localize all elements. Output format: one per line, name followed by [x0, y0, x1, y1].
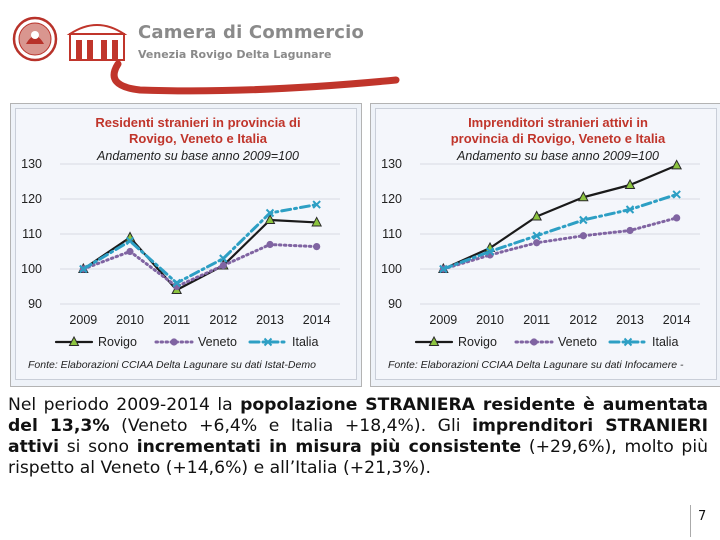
x-tick-label: 2011 [523, 313, 550, 327]
data-point-x-marker [312, 200, 321, 209]
brand-subtitle: Venezia Rovigo Delta Lagunare [138, 48, 332, 61]
series-line-italia [81, 203, 319, 285]
y-tick-label: 130 [381, 157, 402, 171]
data-point-triangle-marker [68, 335, 80, 346]
data-point-circle-marker [266, 240, 274, 249]
data-point-x-marker [79, 264, 88, 274]
data-point-circle-marker [313, 243, 321, 251]
chart-source-note: Fonte: Elaborazioni CCIAA Delta Lagunare… [28, 359, 316, 371]
data-point-circle-marker [126, 247, 134, 256]
chart-subtitle: Andamento su base anno 2009=100 [96, 149, 299, 163]
series-line-rovigo [442, 164, 678, 271]
y-tick-label: 110 [382, 227, 402, 241]
page-number: 7 [698, 509, 707, 524]
line-chart-residenti: Residenti stranieri in provincia diRovig… [21, 115, 340, 371]
x-tick-label: 2013 [256, 313, 284, 327]
legend-label: Rovigo [458, 335, 497, 349]
chart-panel-residenti: Residenti stranieri in provincia di Rovig… [10, 103, 362, 387]
data-point-circle-marker [530, 338, 538, 346]
y-tick-label: 110 [22, 227, 42, 241]
legend-label: Rovigo [98, 335, 137, 349]
x-tick-label: 2010 [116, 313, 144, 327]
series-line-veneto [441, 216, 679, 271]
data-point-triangle-marker [264, 213, 276, 224]
x-tick-label: 2013 [616, 313, 644, 327]
summary-text: (+29,6%), molto più rispetto al Veneto (… [8, 437, 709, 478]
x-tick-label: 2012 [569, 313, 597, 327]
summary-highlight: imprenditori STRANIERI attivi [8, 416, 708, 457]
data-point-circle-marker [219, 261, 227, 270]
page-number-divider [690, 505, 691, 537]
legend-label: Italia [652, 335, 678, 349]
chart-title: provincia di Rovigo, Veneto e Italia [451, 131, 666, 146]
data-point-x-marker [172, 278, 181, 288]
chart-source-note: Fonte: Elaborazioni CCIAA Delta Lagunare… [388, 359, 684, 371]
chart-area-residenti: Residenti stranieri in provincia di Rovig… [15, 108, 357, 380]
x-tick-label: 2012 [209, 313, 237, 327]
x-tick-label: 2009 [429, 313, 457, 327]
summary-highlight: incrementati in misura più consistente [136, 437, 522, 457]
legend-label: Italia [292, 335, 318, 349]
data-point-x-marker [439, 264, 448, 274]
data-point-circle-marker [579, 232, 587, 240]
legend-label: Veneto [558, 335, 597, 349]
data-point-x-marker [219, 254, 228, 263]
y-tick-label: 90 [388, 297, 402, 311]
chart-title: Imprenditori stranieri attivi in [468, 115, 648, 130]
summary-highlight: popolazione STRANIERA residente è aument… [8, 395, 708, 436]
data-point-circle-marker [626, 226, 634, 235]
data-point-triangle-marker [311, 216, 322, 227]
x-tick-label: 2014 [303, 313, 331, 327]
data-point-triangle-marker [428, 335, 440, 346]
data-point-x-marker [263, 337, 273, 347]
summary-text: (Veneto +6,4% e Italia +18,4%). Gli [109, 416, 473, 436]
chart-area-imprenditori: Imprenditori stranieri attivi in provinci… [375, 108, 717, 380]
seal-logo-icon [12, 16, 58, 62]
y-tick-label: 130 [21, 157, 42, 171]
x-tick-label: 2010 [476, 313, 504, 327]
header: Camera di Commercio Venezia Rovigo Delta… [0, 0, 720, 100]
y-tick-label: 120 [21, 192, 42, 206]
summary-paragraph: Nel periodo 2009-2014 la popolazione STR… [8, 395, 708, 479]
chart-panel-imprenditori: Imprenditori stranieri attivi in provinci… [370, 103, 720, 387]
legend-label: Veneto [198, 335, 237, 349]
chart-title: Residenti stranieri in provincia di [95, 115, 300, 130]
series-line-veneto [81, 243, 319, 288]
brand-swoosh-icon [110, 60, 400, 95]
y-tick-label: 90 [28, 297, 42, 311]
y-tick-label: 100 [21, 262, 42, 276]
data-point-x-marker [579, 215, 588, 225]
y-tick-label: 120 [381, 192, 402, 206]
chart-subtitle: Andamento su base anno 2009=100 [456, 149, 659, 163]
data-point-circle-marker [533, 239, 541, 247]
data-point-triangle-marker [578, 191, 589, 202]
brand-title: Camera di Commercio [138, 22, 365, 43]
data-point-circle-marker [673, 214, 681, 222]
summary-text: si sono [59, 437, 137, 457]
data-point-x-marker [623, 337, 633, 347]
data-point-x-marker [125, 236, 135, 246]
chart-title: Rovigo, Veneto e Italia [129, 131, 268, 146]
data-point-x-marker [485, 247, 495, 256]
data-point-triangle-marker [671, 159, 682, 170]
data-point-triangle-marker [624, 178, 636, 189]
summary-text: Nel periodo 2009-2014 la [8, 395, 241, 415]
data-point-x-marker [265, 208, 275, 218]
data-point-x-marker [625, 205, 635, 214]
series-line-rovigo [82, 218, 318, 292]
data-point-x-marker [672, 190, 681, 199]
building-logo-icon [66, 24, 128, 61]
y-tick-label: 100 [381, 262, 402, 276]
x-tick-label: 2014 [663, 313, 691, 327]
data-point-triangle-marker [531, 210, 542, 221]
series-line-italia [441, 192, 679, 271]
x-tick-label: 2009 [69, 313, 97, 327]
x-tick-label: 2011 [163, 313, 190, 327]
data-point-x-marker [532, 231, 541, 240]
line-chart-imprenditori: Imprenditori stranieri attivi inprovinci… [381, 115, 700, 371]
data-point-circle-marker [170, 338, 178, 346]
